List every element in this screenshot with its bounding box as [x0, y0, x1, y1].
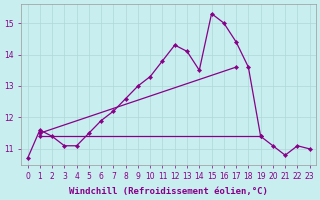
- X-axis label: Windchill (Refroidissement éolien,°C): Windchill (Refroidissement éolien,°C): [69, 187, 268, 196]
